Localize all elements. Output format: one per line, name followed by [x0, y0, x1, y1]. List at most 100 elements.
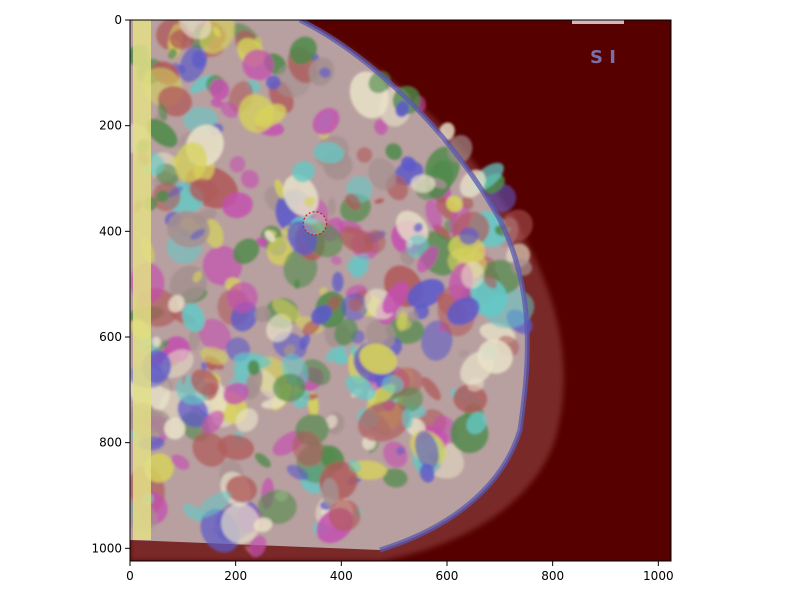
- segment-region: [272, 298, 301, 323]
- segment-region: [358, 401, 411, 442]
- side-label: S I: [590, 47, 616, 68]
- segment-region: [327, 197, 336, 216]
- segment-region: [200, 346, 229, 365]
- segment-region: [459, 169, 486, 198]
- segment-region: [191, 50, 206, 69]
- segment-region: [217, 434, 254, 461]
- segment-region: [413, 222, 423, 233]
- plot-frame: [129, 19, 672, 562]
- y-axis: 0 200 400 600 800 1000: [91, 13, 130, 555]
- segment-region: [266, 313, 293, 342]
- segment-region: [209, 79, 230, 101]
- segment-region: [222, 192, 253, 219]
- top-right-marker-strip: [572, 20, 624, 24]
- segment-region: [227, 282, 258, 313]
- segment-region: [328, 499, 361, 532]
- segment-region: [402, 408, 413, 429]
- y-tick-label: 200: [99, 119, 122, 133]
- segment-region: [312, 107, 340, 135]
- segment-region: [182, 303, 205, 332]
- segment-region: [146, 118, 178, 148]
- segment-region: [171, 454, 190, 470]
- segment-region: [192, 432, 227, 467]
- segment-region: [226, 475, 257, 503]
- x-tick-label: 1000: [643, 569, 674, 583]
- segment-region: [421, 377, 441, 401]
- segment-region: [179, 20, 212, 40]
- segment-region: [406, 311, 419, 323]
- segment-region: [272, 373, 306, 402]
- segment-region: [220, 101, 239, 118]
- segment-region: [164, 417, 186, 440]
- segment-region: [157, 102, 168, 121]
- segment-region: [242, 49, 275, 81]
- segment-region: [319, 67, 331, 78]
- segment-region: [401, 156, 417, 172]
- segment-region: [325, 345, 347, 362]
- segment-region: [410, 174, 436, 193]
- segment-region: [182, 503, 204, 522]
- segment-region: [359, 343, 398, 375]
- segment-region: [266, 75, 281, 90]
- segment-region: [416, 246, 439, 273]
- segment-region: [462, 196, 474, 210]
- segment-region: [189, 178, 218, 203]
- segment-region: [383, 468, 408, 488]
- segment-region: [176, 64, 186, 74]
- segment-region: [221, 503, 260, 544]
- x-tick-label: 400: [330, 569, 353, 583]
- segment-region: [254, 306, 271, 323]
- segment-region: [374, 119, 388, 135]
- segment-region: [202, 245, 243, 286]
- segment-region: [345, 375, 376, 401]
- segment-region: [223, 382, 249, 405]
- segment-region: [144, 453, 174, 483]
- segment-region: [168, 48, 178, 60]
- segment-region: [453, 384, 488, 413]
- segment-region: [365, 319, 396, 351]
- segment-region: [192, 270, 203, 283]
- segment-region: [261, 398, 285, 409]
- segment-region: [201, 410, 225, 435]
- segment-region: [168, 294, 185, 313]
- segment-region: [284, 344, 296, 356]
- segment-region: [264, 230, 276, 243]
- segment-region: [334, 318, 358, 346]
- segment-region: [414, 430, 439, 469]
- tissue-edge: [298, 20, 530, 553]
- segment-region: [274, 179, 285, 199]
- segment-region: [406, 234, 429, 258]
- segment-region: [167, 210, 210, 248]
- x-tick-label: 600: [436, 569, 459, 583]
- segment-region: [289, 36, 317, 65]
- segment-region: [448, 234, 486, 264]
- segment-region: [382, 281, 409, 315]
- segment-region: [170, 156, 180, 166]
- x-tick-label: 200: [224, 569, 247, 583]
- segment-region: [470, 277, 508, 317]
- segment-region: [152, 336, 161, 348]
- segment-region: [232, 238, 260, 265]
- segment-region: [210, 98, 223, 108]
- lesion-marker: [302, 211, 328, 236]
- segment-region: [459, 227, 479, 245]
- segment-region: [190, 369, 220, 397]
- segment-region: [407, 278, 445, 309]
- y-tick-label: 600: [99, 330, 122, 344]
- segment-region: [240, 169, 259, 189]
- segment-region: [348, 297, 363, 312]
- segment-region: [350, 253, 370, 279]
- segment-region: [381, 375, 404, 394]
- segment-region: [447, 297, 480, 326]
- segment-region: [257, 489, 297, 525]
- segment-region: [466, 411, 487, 435]
- segment-region: [368, 157, 397, 191]
- segment-region: [396, 446, 406, 455]
- segment-region: [461, 261, 485, 289]
- segment-region: [292, 430, 323, 467]
- segment-region: [483, 275, 498, 289]
- segment-region: [332, 271, 344, 293]
- segment-region: [168, 186, 184, 198]
- segment-region: [287, 220, 318, 255]
